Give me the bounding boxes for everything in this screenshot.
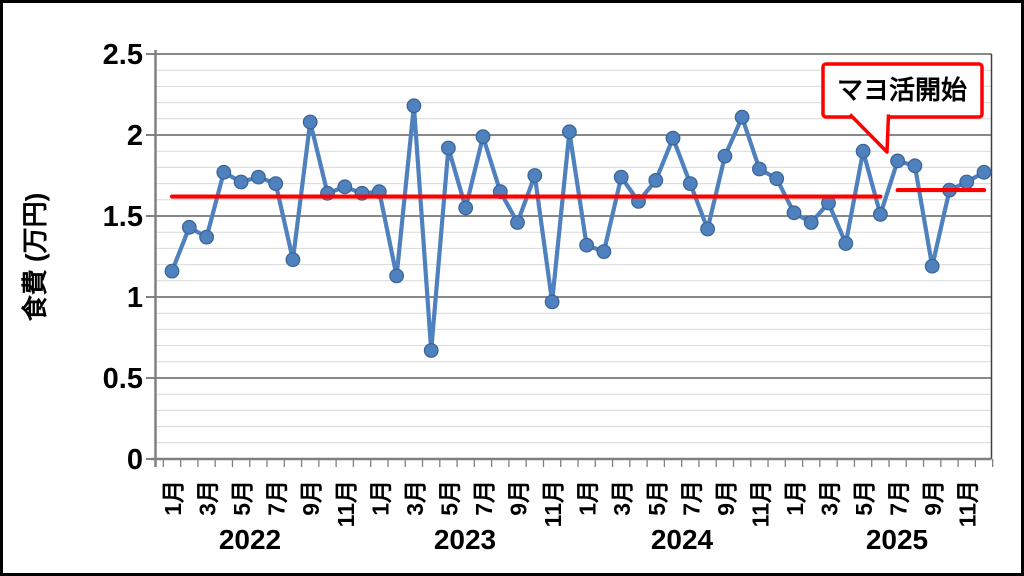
series-polyline [169, 103, 987, 353]
data-point-marker [838, 236, 854, 251]
data-point-marker [890, 153, 905, 169]
annotation-text: マヨ活開始 [837, 75, 967, 105]
data-point-marker [769, 171, 785, 187]
data-point-marker [406, 98, 422, 114]
x-year-label: 2022 [219, 524, 281, 555]
x-month-label: 1月 [160, 480, 186, 516]
y-tick-label: 1.5 [103, 201, 143, 233]
data-point-marker [233, 174, 249, 190]
x-month-label: 5月 [436, 480, 462, 516]
data-point-marker [389, 268, 405, 284]
data-point-marker [907, 158, 923, 174]
data-point-marker [164, 263, 180, 279]
annotation-callout: マヨ活開始 [821, 62, 984, 154]
x-month-label: 9月 [298, 480, 324, 516]
data-point-marker [682, 176, 698, 192]
y-tick-label: 0 [127, 444, 143, 476]
x-month-label: 7月 [886, 480, 912, 516]
data-point-marker [613, 169, 629, 185]
data-point-marker [873, 206, 888, 222]
data-point-marker [302, 114, 318, 130]
data-point-marker [268, 176, 284, 192]
data-point-marker [510, 215, 525, 230]
x-month-label: 5月 [851, 480, 877, 516]
expense-series [164, 98, 992, 358]
x-month-label: 9月 [506, 480, 532, 516]
data-point-marker [441, 140, 456, 156]
x-month-label: 3月 [402, 480, 428, 516]
y-axis-tick-labels: 0 0.5 1 1.5 2 2.5 [103, 39, 143, 476]
y-tick-label: 0.5 [103, 363, 143, 395]
data-point-marker [527, 168, 543, 183]
y-tick-label: 1 [127, 282, 143, 314]
x-month-label: 9月 [713, 480, 739, 516]
x-month-label: 11月 [333, 480, 359, 527]
data-point-marker [734, 109, 750, 125]
x-month-label: 1月 [782, 480, 808, 516]
x-month-label: 7月 [678, 480, 704, 516]
data-point-marker [475, 129, 491, 145]
x-month-label: 1月 [367, 480, 393, 516]
data-point-marker [337, 179, 353, 195]
x-year-label: 2024 [651, 524, 714, 555]
data-point-marker [596, 244, 612, 260]
x-month-label: 3月 [609, 480, 635, 516]
data-point-marker [648, 172, 664, 188]
y-tick-label: 2 [127, 120, 143, 152]
data-point-marker [803, 215, 819, 230]
data-point-marker [665, 130, 681, 146]
x-month-label: 7月 [471, 480, 497, 516]
x-month-label: 11月 [747, 480, 773, 527]
x-month-label: 9月 [920, 480, 946, 516]
average-reference-lines [169, 187, 987, 199]
data-point-marker [423, 343, 439, 358]
data-point-marker [199, 229, 215, 245]
data-point-marker [752, 161, 767, 177]
x-month-label: 7月 [264, 480, 290, 516]
data-point-marker [216, 164, 232, 180]
x-month-label: 5月 [229, 480, 255, 516]
annotation-box [821, 62, 984, 119]
x-month-label: 5月 [644, 480, 670, 516]
x-month-label: 11月 [540, 480, 566, 527]
y-axis-title: 食費 (万円) [20, 193, 50, 322]
x-month-label: 3月 [817, 480, 843, 516]
data-point-marker [786, 205, 802, 221]
data-point-marker [855, 143, 871, 159]
x-month-label: 1月 [575, 480, 601, 516]
x-axis-month-labels: 1月 3月 5月 7月 9月 11月 1月 3月 5月 7月 9月 11月 1月 3月 5月 7月 9月 11月 1… [160, 480, 981, 527]
data-point-marker [976, 164, 992, 180]
y-tick-label: 2.5 [103, 39, 143, 71]
x-axis-year-labels: 2022 2023 2024 2025 [219, 524, 928, 555]
data-point-marker [924, 258, 940, 274]
data-point-marker [579, 237, 594, 253]
data-point-marker [700, 221, 715, 237]
data-point-marker [285, 252, 301, 268]
data-point-marker [458, 200, 474, 216]
x-month-label: 3月 [195, 480, 221, 516]
data-point-marker [562, 124, 577, 140]
data-point-marker [544, 294, 560, 310]
data-point-marker [250, 169, 266, 185]
data-point-marker [181, 219, 197, 235]
annotation-pointer [848, 113, 891, 154]
x-year-label: 2023 [434, 524, 496, 555]
data-point-marker [717, 148, 733, 164]
x-year-label: 2025 [866, 524, 928, 555]
x-month-label: 11月 [955, 480, 981, 527]
data-point-marker [959, 174, 975, 190]
